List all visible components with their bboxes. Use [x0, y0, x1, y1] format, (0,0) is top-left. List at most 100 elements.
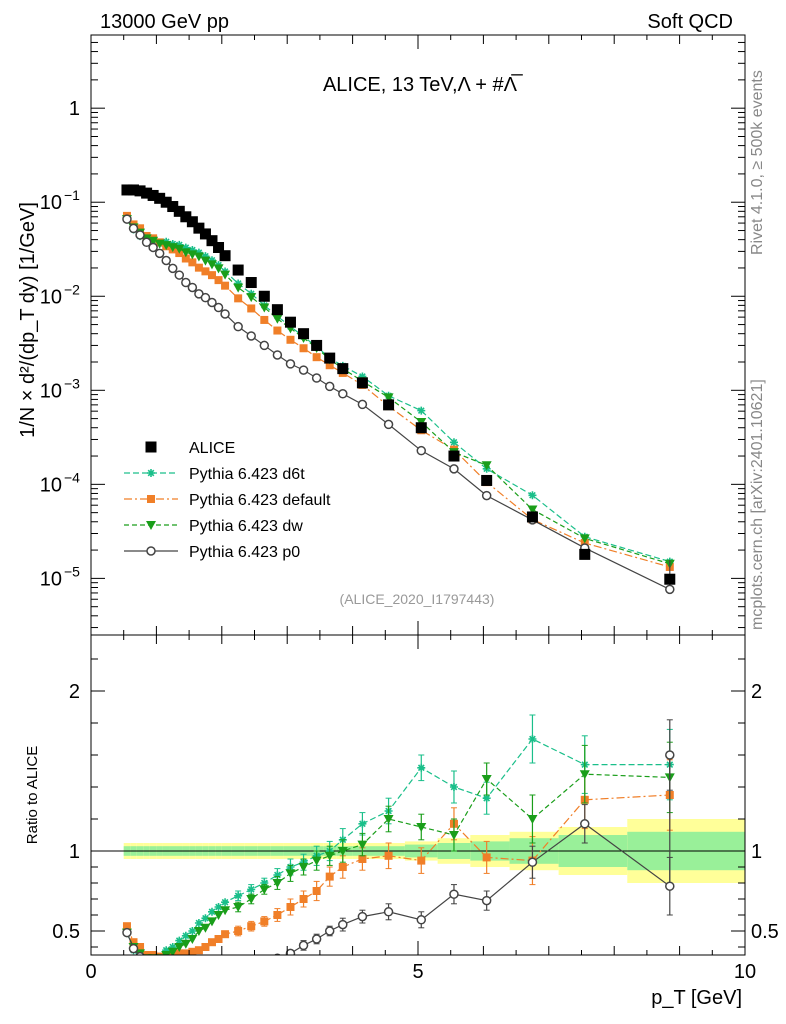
legend-marker — [146, 546, 156, 556]
y-tick-label: 10 — [40, 474, 62, 496]
series-point-ratio — [221, 930, 230, 939]
series-point-ratio — [247, 964, 255, 972]
data-point — [167, 201, 179, 213]
series-point-ratio — [357, 911, 368, 922]
series-point-ratio — [665, 750, 675, 760]
series-point-ratio — [169, 972, 177, 980]
series-point-top — [299, 344, 308, 353]
legend-marker — [147, 469, 155, 477]
series-point-top — [298, 365, 309, 375]
data-point — [324, 352, 336, 364]
series-point-top — [416, 445, 427, 456]
y-tick-label: 10 — [40, 192, 62, 214]
series-point-ratio — [580, 819, 590, 829]
uncertainty-bands — [91, 819, 745, 883]
ratio-axis-label: Ratio to ALICE — [24, 746, 41, 844]
series-point-ratio — [285, 869, 296, 879]
series-point-ratio — [338, 863, 347, 871]
data-point — [311, 339, 323, 351]
y-tick-exponent: −4 — [64, 469, 80, 485]
series-point-ratio — [214, 903, 223, 911]
series-point-ratio — [141, 954, 152, 955]
series-point-ratio — [482, 794, 491, 803]
series-point-ratio — [337, 847, 348, 856]
series-point-ratio — [416, 915, 427, 925]
series-point-top — [200, 256, 211, 266]
series-point-top — [207, 271, 216, 280]
series-point-ratio — [175, 949, 184, 955]
series-point-top — [122, 214, 132, 224]
series-point-ratio — [448, 831, 459, 840]
data-point — [232, 264, 244, 276]
analysis-tag: (ALICE_2020_I1797443) — [340, 591, 495, 607]
series-point-top — [358, 372, 367, 381]
series-point-top — [233, 283, 244, 293]
series-point-top — [200, 292, 211, 303]
series-point-top — [234, 294, 243, 303]
ratio-tick-label-right: 2 — [751, 681, 762, 703]
series-point-ratio — [207, 938, 216, 947]
series-point-ratio — [180, 939, 191, 949]
legend-label: Pythia 6.423 p0 — [189, 544, 300, 561]
series-point-top — [234, 279, 243, 288]
site-note: mcplots.cern.ch [arXiv:2401.10621] — [749, 379, 766, 630]
series-point-top — [528, 491, 537, 500]
data-point — [173, 205, 185, 217]
series-point-ratio — [233, 903, 244, 912]
series-point-ratio — [161, 951, 172, 955]
data-point — [206, 235, 218, 247]
series-point-ratio — [162, 969, 170, 977]
series-point-ratio — [234, 927, 243, 935]
series-point-top — [259, 303, 270, 313]
series-point-ratio — [194, 946, 203, 955]
series-point-ratio — [247, 885, 256, 894]
x-axis-label: p_T [GeV] — [651, 987, 742, 1009]
series-point-ratio — [213, 911, 224, 920]
series-point-top — [579, 534, 590, 544]
series-point-top — [181, 243, 190, 252]
data-point — [383, 399, 395, 411]
series-point-top — [311, 373, 322, 383]
series-point-ratio — [528, 735, 537, 743]
ratio-tick-label-right: 0.5 — [751, 921, 779, 943]
series-point-top — [161, 255, 171, 266]
legend-label: ALICE — [189, 440, 235, 457]
series-point-top — [357, 399, 368, 410]
header-right: Soft QCD — [647, 11, 733, 33]
series-point-ratio — [481, 775, 492, 784]
ratio-tick-label: 1 — [69, 841, 80, 863]
series-point-ratio — [135, 951, 145, 955]
data-point — [298, 328, 310, 340]
series-point-ratio — [129, 938, 138, 947]
data-point — [448, 450, 460, 462]
y-tick-exponent: −5 — [64, 563, 80, 579]
series-point-top — [135, 230, 145, 240]
series-point-ratio — [168, 943, 177, 951]
x-tick-label: 0 — [85, 961, 96, 983]
series-point-ratio — [215, 970, 223, 978]
series-point-ratio — [206, 917, 217, 927]
legend-marker — [146, 521, 156, 530]
series-point-ratio — [449, 783, 458, 791]
series-point-top — [259, 340, 270, 351]
series-point-ratio — [234, 891, 243, 900]
data-point — [213, 241, 225, 253]
series-point-top — [188, 246, 197, 255]
data-point — [193, 222, 205, 234]
y-tick-exponent: −3 — [64, 375, 80, 391]
series-point-ratio — [195, 975, 203, 983]
series-line-top — [126, 218, 671, 591]
series-point-ratio — [299, 895, 308, 903]
series-point-ratio — [324, 851, 335, 861]
series-point-ratio — [338, 919, 348, 930]
x-tick-label: 10 — [734, 961, 756, 983]
series-point-ratio — [417, 856, 426, 865]
series-point-ratio — [175, 973, 183, 981]
series-point-ratio — [312, 887, 321, 895]
series-point-top — [246, 331, 256, 341]
series-point-top — [201, 252, 210, 261]
series-point-ratio — [358, 855, 367, 863]
series-point-ratio — [260, 879, 269, 887]
y-tick-label: 1 — [69, 98, 80, 120]
series-point-ratio — [143, 959, 151, 967]
